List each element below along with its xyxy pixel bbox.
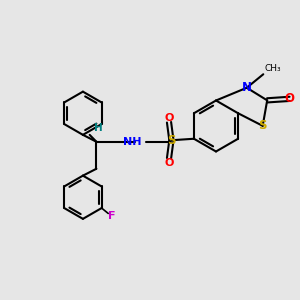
Text: NH: NH <box>123 137 141 147</box>
Text: F: F <box>108 211 116 220</box>
Text: CH₃: CH₃ <box>265 64 281 73</box>
Text: S: S <box>167 134 176 147</box>
Text: S: S <box>258 119 267 132</box>
Text: O: O <box>285 92 295 105</box>
Text: N: N <box>242 81 252 94</box>
Text: O: O <box>164 158 174 168</box>
Text: H: H <box>94 123 102 133</box>
Text: O: O <box>164 113 174 123</box>
